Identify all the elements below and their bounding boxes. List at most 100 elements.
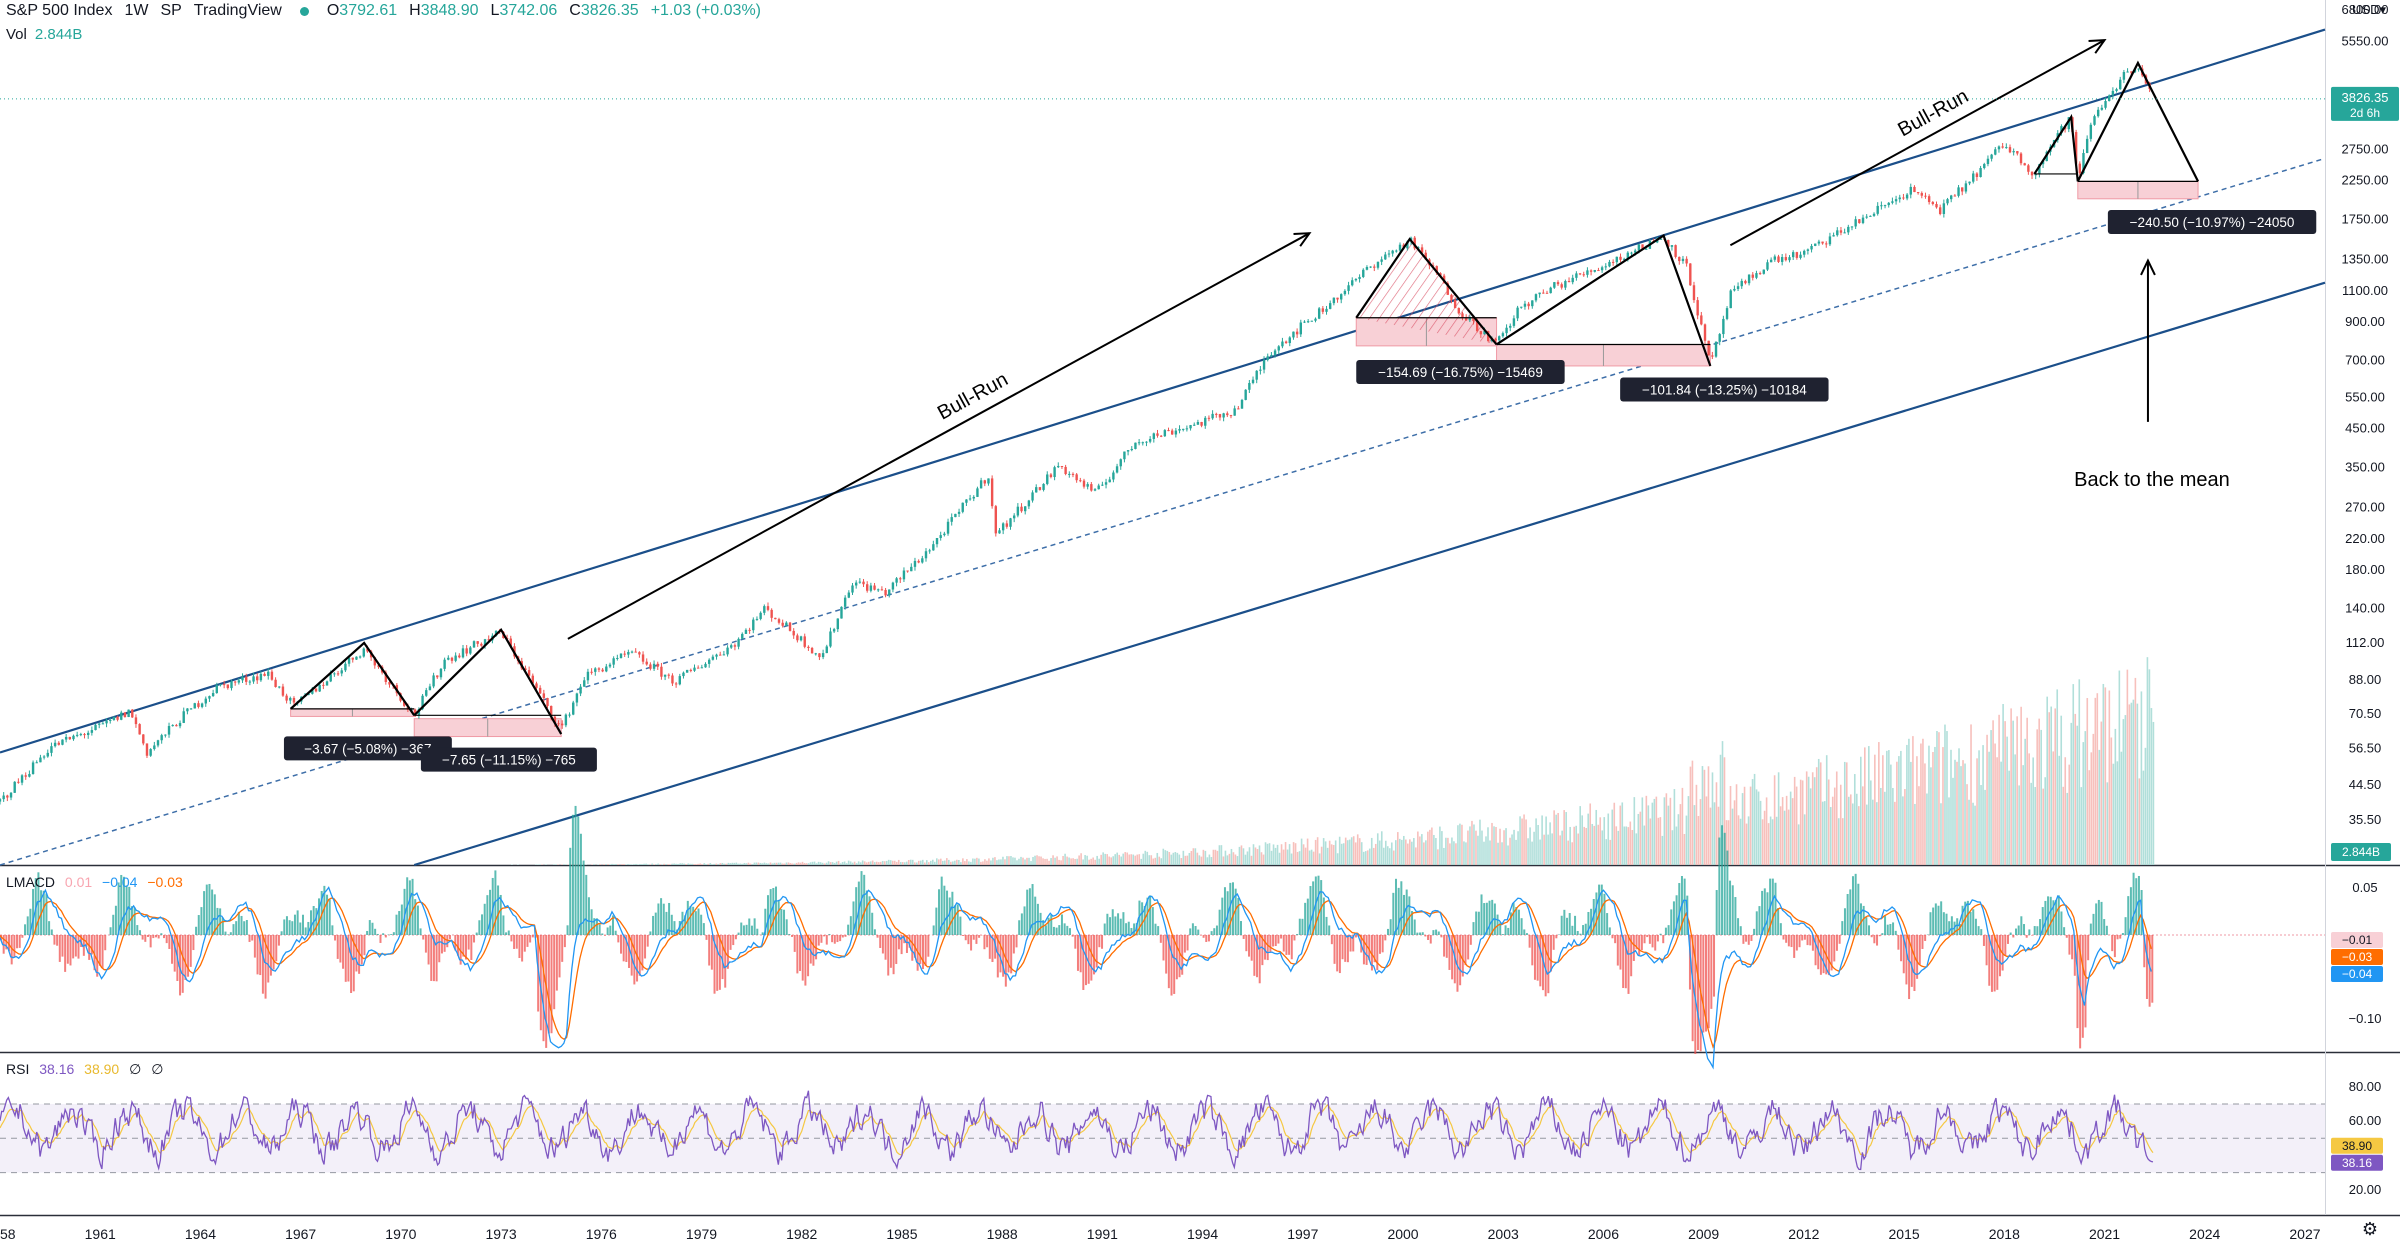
volume-bar	[865, 862, 868, 865]
gear-icon[interactable]: ⚙	[2361, 1219, 2378, 1239]
volume-bar	[1793, 776, 1796, 865]
volume-bar	[1892, 787, 1894, 865]
lmacd-hist-bar	[793, 935, 796, 952]
lmacd-legend[interactable]: LMACD 0.01 −0.04 −0.03	[6, 874, 189, 890]
price-candle-body	[1927, 196, 1931, 203]
lmacd-hist-bar	[566, 925, 569, 935]
volume-bar	[1104, 853, 1106, 865]
volume-bar	[807, 863, 810, 865]
price-candle-body	[1325, 308, 1328, 312]
price-candle-body	[351, 657, 354, 660]
lmacd-hist-bar	[2137, 875, 2140, 935]
volume-bar	[1380, 831, 1383, 865]
price-candle-body	[1281, 341, 1284, 347]
lmacd-hist-bar	[753, 918, 756, 935]
lmacd-hist-bar	[1980, 929, 1983, 935]
volume-bar	[1388, 848, 1391, 865]
lmacd-hist-bar	[1312, 881, 1315, 935]
lmacd-hist-bar	[946, 890, 949, 935]
price-candle-body	[1262, 359, 1266, 370]
volume-bar	[1310, 849, 1313, 865]
price-candle-body	[388, 681, 391, 685]
volume-bar	[821, 862, 824, 865]
price-candle-body	[1461, 313, 1464, 318]
interval-label[interactable]: 1W	[124, 2, 149, 19]
price-axis-tick: 270.00	[2345, 499, 2385, 514]
volume-bar	[1465, 842, 1467, 865]
volume-bar	[1771, 819, 1774, 865]
price-candle-body	[770, 609, 773, 618]
price-candle-body	[1373, 266, 1376, 268]
price-candle-body	[711, 656, 715, 660]
symbol-name[interactable]: S&P 500 Index	[6, 2, 113, 19]
volume-bar	[988, 858, 990, 865]
volume-bar	[1878, 742, 1880, 865]
price-candle-body	[458, 655, 461, 658]
lmacd-hist-bar	[892, 935, 895, 975]
price-candle-body	[1520, 306, 1523, 308]
lmacd-hist-bar	[1942, 912, 1945, 935]
volume-bar	[1906, 744, 1908, 865]
price-candle-body	[1332, 297, 1336, 304]
volume-bar	[1557, 813, 1559, 865]
lmacd-hist-bar	[1696, 935, 1699, 1051]
lmacd-hist-bar	[1047, 917, 1050, 935]
lmacd-hist-bar	[1467, 935, 1470, 960]
currency-selector[interactable]: USD▾	[2352, 2, 2386, 18]
price-candle-body	[538, 687, 542, 694]
lmacd-hist-bar	[558, 935, 561, 978]
price-candle-body	[311, 688, 314, 694]
price-candle-body	[1369, 266, 1372, 268]
price-candle-body	[24, 775, 27, 777]
volume-bar	[1062, 855, 1064, 865]
volume-bar	[1204, 850, 1207, 865]
price-candle-body	[840, 606, 843, 619]
lmacd-hist-bar	[1445, 935, 1448, 958]
pattern-triangle	[2033, 113, 2079, 182]
lmacd-hist-bar	[1846, 894, 1849, 935]
price-candle-body	[366, 648, 369, 652]
lmacd-hist-bar	[748, 918, 751, 935]
lmacd-hist-bar	[288, 920, 291, 935]
price-candle-body	[472, 641, 476, 648]
lmacd-hist-bar	[809, 935, 812, 964]
volume-bar	[1320, 846, 1323, 865]
price-candle-body	[0, 799, 2, 802]
lmacd-hist-bar	[935, 907, 938, 935]
lmacd-hist-bar	[908, 935, 911, 948]
price-axis-tick: 550.00	[2345, 390, 2385, 405]
volume-bar	[1765, 797, 1768, 865]
volume-bar	[1158, 856, 1161, 865]
volume-bar	[769, 862, 772, 865]
price-candle-body	[109, 719, 112, 721]
price-candle-body	[766, 606, 770, 610]
price-candle-body	[329, 674, 332, 682]
volume-bar	[1853, 774, 1856, 865]
volume-bar	[2108, 690, 2111, 865]
lmacd-hist-bar	[342, 935, 345, 969]
lmacd-hist-bar	[136, 925, 139, 935]
rsi-legend[interactable]: RSI 38.16 38.90 ∅ ∅	[6, 1061, 169, 1078]
lmacd-hist-bar	[133, 907, 136, 935]
price-candle-body	[1924, 195, 1927, 197]
volume-bar	[1136, 854, 1139, 865]
rsi-signal-value: 38.90	[84, 1061, 120, 1077]
lmacd-hist-bar	[1167, 935, 1170, 989]
volume-bar	[1813, 777, 1816, 865]
volume-bar	[1034, 855, 1036, 865]
volume-bar	[1413, 838, 1415, 865]
lmacd-hist-bar	[1248, 935, 1251, 957]
lmacd-hist-bar	[932, 925, 935, 935]
lmacd-hist-bar	[970, 935, 973, 951]
lmacd-hist-bar	[1143, 906, 1146, 935]
lmacd-hist-bar	[1461, 935, 1464, 977]
price-candle-body	[748, 629, 751, 631]
price-candle-body	[1020, 506, 1023, 512]
volume-bar	[1116, 852, 1119, 865]
price-candle-body	[1196, 421, 1200, 425]
lmacd-hist-bar	[398, 911, 401, 935]
volume-bar	[675, 863, 678, 865]
price-candle-body	[1376, 261, 1380, 268]
volume-bar	[1030, 861, 1032, 865]
